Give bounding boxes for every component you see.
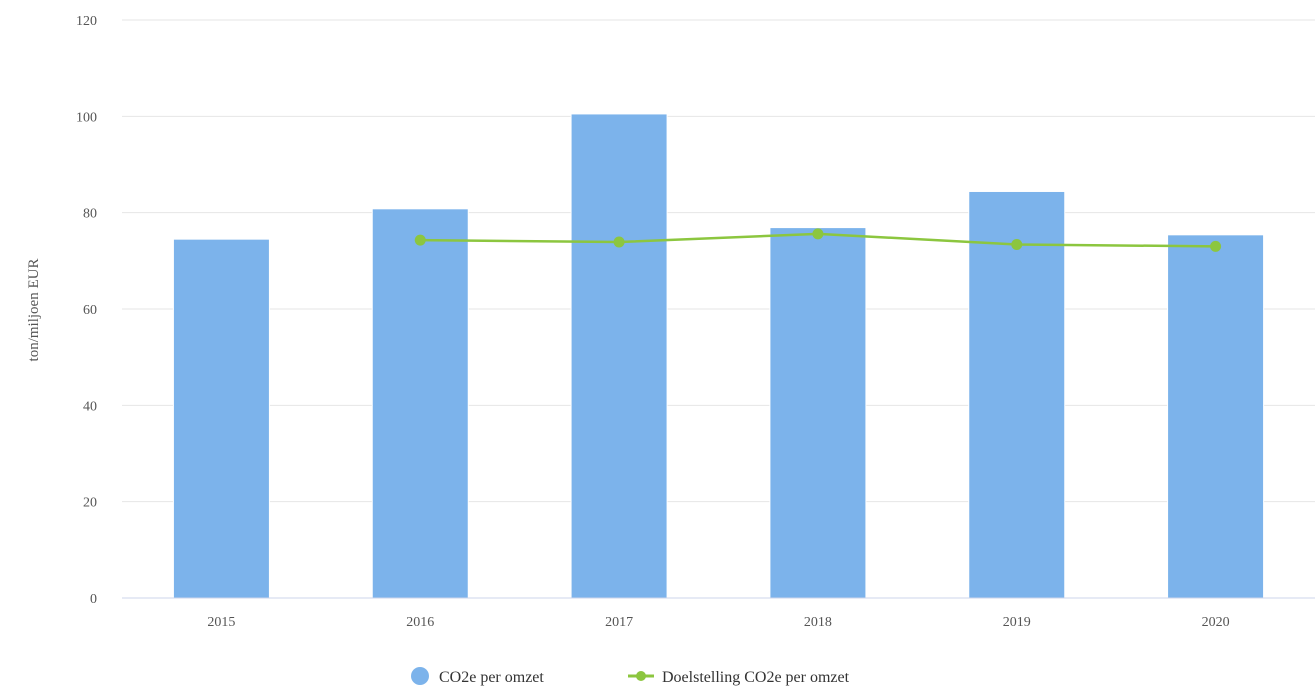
line-point[interactable] [414,234,426,246]
legend-line-marker [636,671,646,681]
line-point[interactable] [613,236,625,248]
y-tick-label: 60 [83,303,97,318]
legend-bar-label: CO2e per omzet [439,669,544,686]
axes: 0 20 40 60 80 100 120 2015 2016 2017 2018 2019 2020 [76,14,1315,630]
x-tick-label: 2015 [207,615,235,630]
line-point[interactable] [1210,240,1222,252]
line-point[interactable] [1011,238,1023,250]
y-tick-label: 0 [90,592,97,607]
x-tick-label: 2019 [1003,615,1031,630]
y-tick-label: 120 [76,14,97,29]
bar[interactable] [371,208,469,599]
legend-line-label: Doelstelling CO2e per omzet [662,669,850,686]
y-tick-label: 20 [83,496,97,511]
bar[interactable] [769,227,867,599]
bar-series [172,113,1265,599]
legend: CO2e per omzet Doelstelling CO2e per omz… [411,667,850,686]
y-tick-label: 80 [83,207,97,222]
y-tick-label: 100 [76,110,97,125]
bar[interactable] [1167,234,1265,599]
gridlines [122,19,1315,503]
x-tick-label: 2016 [406,615,434,630]
line-point[interactable] [812,228,824,240]
legend-bar-marker [411,667,429,685]
x-tick-label: 2020 [1202,615,1230,630]
bar[interactable] [968,190,1066,599]
x-tick-label: 2018 [804,615,832,630]
bar[interactable] [172,238,270,599]
legend-item-line[interactable]: Doelstelling CO2e per omzet [628,669,850,686]
y-axis-title: ton/miljoen EUR [26,259,42,362]
legend-item-bar[interactable]: CO2e per omzet [411,667,544,686]
bar[interactable] [570,113,668,599]
line-series [414,228,1222,252]
y-tick-label: 40 [83,399,97,414]
x-tick-label: 2017 [605,615,633,630]
